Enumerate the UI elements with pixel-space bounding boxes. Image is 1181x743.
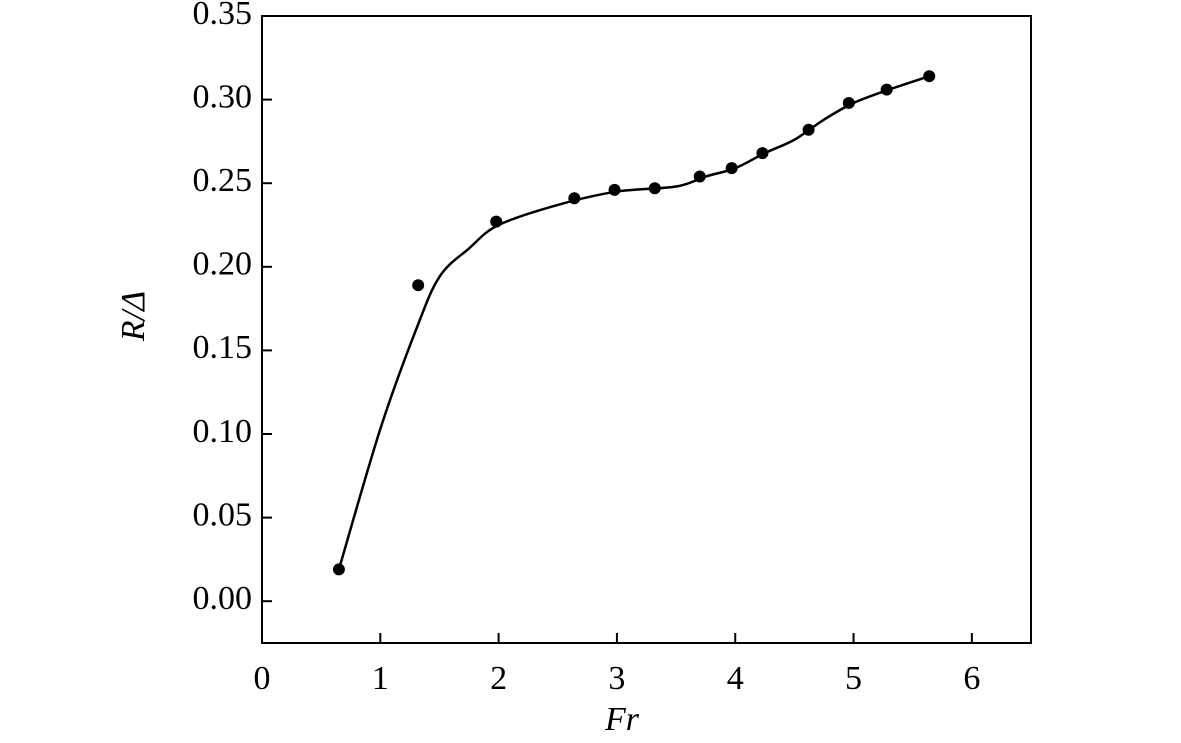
y-tick-label: 0.00 <box>193 580 253 617</box>
plot-frame <box>261 15 1032 644</box>
y-tick-label: 0.35 <box>193 0 253 32</box>
fit-curve <box>337 75 930 570</box>
y-tick-label: 0.05 <box>193 496 253 533</box>
x-tick-label: 0 <box>254 660 271 697</box>
data-point <box>412 279 425 292</box>
y-tick-label: 0.30 <box>193 78 253 115</box>
y-tick-label: 0.25 <box>193 162 253 199</box>
y-axis-label: R/Δ <box>115 291 152 342</box>
y-tick-label: 0.15 <box>193 329 253 366</box>
x-tick-label: 1 <box>372 660 389 697</box>
x-tick-label: 3 <box>608 660 625 697</box>
x-tick-label: 2 <box>490 660 507 697</box>
x-tick-label: 4 <box>727 660 744 697</box>
y-tick-label: 0.20 <box>193 246 253 283</box>
x-tick-label: 6 <box>963 660 980 697</box>
y-tick-label: 0.10 <box>193 413 253 450</box>
x-axis-label: Fr <box>604 701 640 738</box>
x-tick-label: 5 <box>845 660 862 697</box>
data-point <box>608 183 621 196</box>
